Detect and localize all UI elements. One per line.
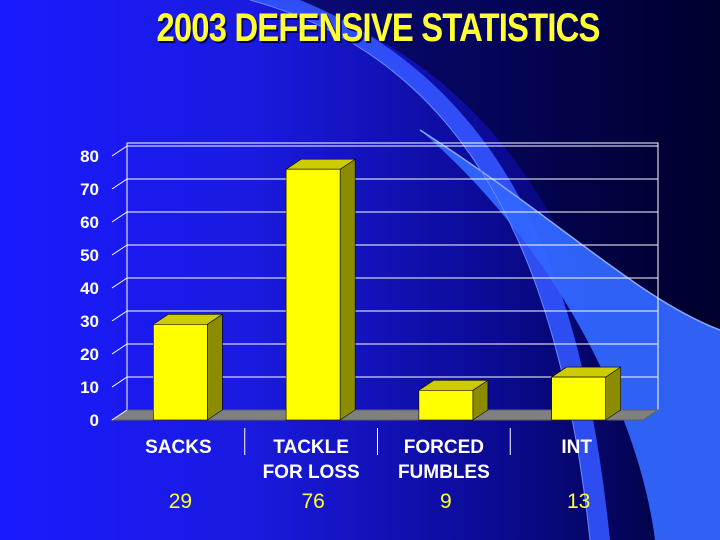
y-tick-label: 50: [80, 246, 99, 265]
y-tick-label: 10: [80, 378, 99, 397]
y-tick-label: 0: [90, 411, 99, 430]
bar-side: [207, 313, 223, 421]
gridline-slant: [111, 310, 128, 322]
page-title: 2003 DEFENSIVE STATISTICS: [156, 6, 600, 50]
value-label: 76: [301, 490, 324, 513]
gridline-slant: [111, 277, 128, 289]
x-tick-label: INT: [561, 437, 592, 458]
gridline-slant: [111, 145, 128, 157]
y-tick-label: 60: [80, 213, 99, 232]
value-label: 9: [440, 490, 452, 513]
y-axis: 0 10 20 30 40 50 60 70 80: [80, 147, 99, 430]
value-label: 29: [169, 490, 192, 513]
bar: [152, 313, 224, 421]
y-tick-label: 30: [80, 312, 99, 331]
y-tick-label: 80: [80, 147, 99, 166]
value-label: 13: [567, 490, 590, 513]
gridline-slant: [111, 178, 128, 190]
bar: [417, 379, 489, 421]
value-labels: 29 76 9 13: [169, 490, 591, 513]
bar-side: [339, 158, 356, 421]
bar: [285, 158, 357, 421]
x-tick-label: FORCED FUMBLES: [398, 437, 490, 483]
category-labels: SACKS TACKLE FOR LOSS FORCED FUMBLES INT: [145, 428, 592, 483]
y-tick-label: 40: [80, 279, 99, 298]
bar-face: [551, 376, 606, 421]
y-tick-label: 20: [80, 345, 99, 364]
gridline-slant: [111, 244, 128, 256]
bar-face: [153, 323, 208, 421]
gridline-slant: [111, 376, 128, 388]
gridline-slant: [111, 409, 128, 421]
x-tick-label: TACKLE FOR LOSS: [263, 437, 360, 483]
bar: [550, 366, 622, 421]
y-tick-label: 70: [80, 180, 99, 199]
bar-face: [285, 168, 341, 421]
bars: [152, 158, 622, 421]
x-tick-label: SACKS: [145, 437, 212, 458]
gridline-slant: [111, 343, 128, 355]
bar-face: [418, 389, 474, 421]
gridline-slant: [111, 211, 128, 223]
